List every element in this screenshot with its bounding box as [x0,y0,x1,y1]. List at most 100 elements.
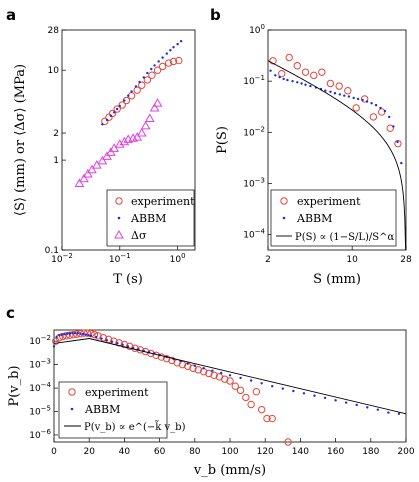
panel-b-series-1-point [379,106,382,110]
legend-b-experiment-marker [280,197,288,205]
panel-c-series-0-point [157,353,166,361]
panel-c-series-2-line [53,338,407,415]
panel-b: b 2 10 28 100 10−1 10−2 10−3 10−4 S (mm) P(S) e… [210,6,412,287]
panel-b-series-0-point [344,87,352,95]
panel-c-series-1-point [323,396,327,400]
panel-b-series-1-point [347,95,351,98]
legend-c-experiment-label: experiment [85,386,149,399]
panel-b-ytick-label: 100 [249,23,265,36]
panel-b-ytick-label: 10−2 [243,125,265,138]
panel-c-series-0-point [99,334,107,342]
panel-b-series-1-point [274,74,277,77]
panel-b-series-0-point [318,68,326,76]
panel-c-xtick-label: 140 [292,447,309,457]
panel-a-series-0-point [143,76,152,84]
panel-a-series-0-point [118,101,126,109]
panel-a-series-2-point [114,139,125,148]
panel-a-series-2-point [82,169,93,178]
panel-a-series-0-point [133,86,141,94]
panel-c-series-1-point [260,382,263,385]
panel-c-series-1-point [292,389,295,393]
panel-a-series-1-point [176,42,179,46]
panel-b-series-1-point [291,79,294,83]
panel-c-series-0-point [66,331,74,339]
panel-a-series-0-point [158,62,167,71]
panel-c-series-1-point [211,369,214,372]
panel-c-series-0-point [210,371,218,380]
panel-c-series-0-point [284,438,292,446]
panel-a-series-0-point [138,81,146,89]
panel-a-series-2-point [97,155,108,165]
panel-b-series-1-point [300,82,303,85]
panel-c-series-1-point [73,331,77,335]
legend-c-abbm-label: ABBM [84,403,120,416]
legend-a-experiment-marker [115,197,123,205]
panel-a-legend: experiment ABBM Δσ [106,189,195,247]
panel-b-series-0-point [378,108,386,116]
panel-c-series-1-point [249,379,253,382]
panel-a-series-1-point [123,99,126,102]
panel-b-xtick-label: 28 [400,255,412,265]
panel-c-series-1-point [52,345,56,348]
panel-c-series-0-point [178,360,187,369]
panel-a-series-0-point [113,105,121,113]
panel-c-series-0-point [226,377,234,385]
panel-c-series-1-point [58,334,61,337]
panel-b-series-0-point [269,57,277,65]
panel-b-marks [267,53,407,251]
panel-a-axes-frame [61,29,196,251]
panel-b-series-0-point [310,71,318,80]
panel-b-series-0-point [369,113,378,121]
panel-a-ytick-label: 28 [48,26,60,36]
panel-a-series-2-point [74,178,85,187]
panel-b-series-1-point [286,78,289,82]
panel-a-ytick-label: 10 [48,66,60,76]
panel-a-label: a [6,6,16,24]
panel-c-series-0-point [257,405,266,414]
panel-b-series-1-point [387,115,391,119]
panel-c-series-0-point [125,342,134,351]
panel-a-xtick-label: 100 [170,252,186,265]
panel-c-series-0-point [120,340,129,349]
panel-c-series-1-point [76,331,79,335]
panel-c-ylabel: P(v_b) [7,365,22,406]
panel-c-series-1-point [126,345,130,348]
panel-b-series-1-point [296,81,299,84]
panel-b-series-1-point [329,90,332,93]
panel-a-series-2-point [91,160,102,169]
panel-a-series-1-point [112,111,116,114]
panel-c-series-1-point [376,408,380,411]
legend-b-fit-label: P(S) ∝ (1−S/L)/S^α [295,232,395,243]
panel-b-series-1-point [400,161,403,165]
panel-c-series-1-point [105,339,109,342]
panel-a-xlabel: T (s) [113,272,143,287]
panel-c: c 0 20 40 60 80 100 120 140 160 180 200 10−2 10−3 10−… [6,304,415,478]
panel-c-ytick-label: 10−6 [29,428,51,441]
panel-b-series-0-point [386,124,394,132]
panel-c-series-1-point [220,371,223,375]
panel-b-series-1-point [269,69,272,72]
panel-c-series-1-point [71,331,74,335]
panel-a-series-1-point [142,76,145,79]
panel-a-series-1-point [157,60,160,63]
panel-c-marks [52,329,407,446]
panel-c-series-0-point [83,329,92,337]
panel-c-series-0-point [268,414,276,423]
legend-a-delta-sigma-label: Δσ [131,229,147,242]
panel-a-series-0-point [153,66,162,74]
panel-c-series-1-point [186,362,189,365]
legend-b-abbm-marker [282,216,286,220]
panel-b-legend: experiment ABBM P(S) ∝ (1−S/L)/S^α [270,189,397,247]
panel-b-xtick-label: 10 [346,255,358,265]
panel-a-series-1-point [134,85,138,88]
panel-c-series-1-point [193,364,196,367]
panel-c-series-1-point [84,333,87,336]
panel-c-series-1-point [344,401,348,404]
panel-b-axes-frame [267,29,407,251]
panel-b-series-1-point [361,98,364,102]
panel-b-series-1-point [309,84,312,88]
panel-a-series-1-point [172,46,175,49]
panel-b-series-0-point [335,82,343,90]
panel-c-series-0-point [205,369,213,378]
